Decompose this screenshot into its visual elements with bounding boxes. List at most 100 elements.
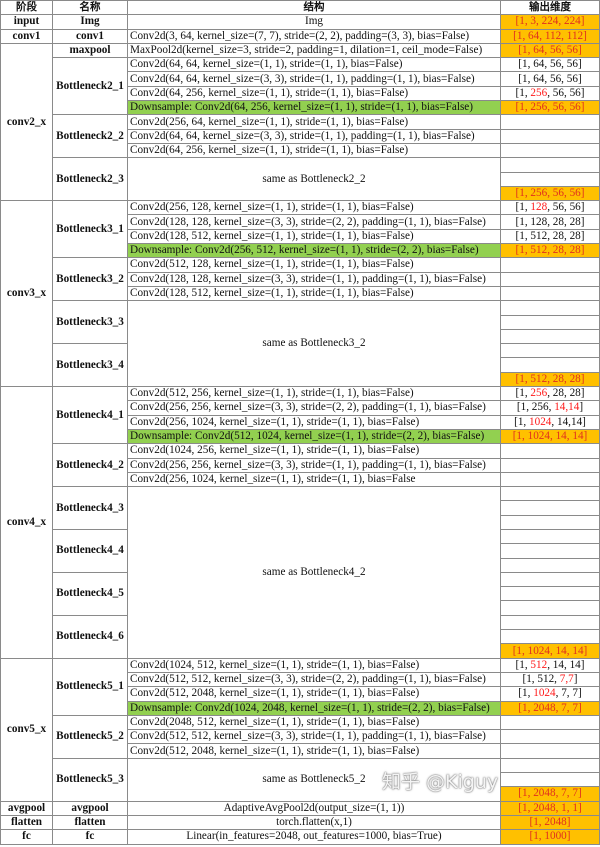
dimension-text: [1, 2048, 7, 7] [518, 701, 582, 714]
highlighted-dimension: 256 [530, 387, 548, 400]
stage-cell: flatten [0, 814, 53, 831]
output-shape-cell [500, 629, 600, 645]
dimension-text: [1, 256, [516, 401, 555, 414]
output-shape-cell [500, 128, 600, 144]
table-row: Bottleneck2_1 Conv2d(64, 64, kernel_size=… [1, 57, 600, 116]
output-shape-cell: [1, 64, 56, 56] [500, 42, 600, 59]
structure-cell: Conv2d(256, 256, kernel_size=(3, 3), str… [127, 457, 501, 473]
structure-cell: Conv2d(512, 256, kernel_size=(1, 1), str… [127, 386, 501, 402]
dimension-text: [1, 512, 28, 28] [515, 244, 585, 257]
dimension-text: , 56, 56] [547, 86, 585, 99]
structure-cell: Conv2d(128, 128, kernel_size=(3, 3), str… [127, 271, 501, 287]
dimension-text: , 14,14] [551, 415, 586, 428]
structure-cell: Conv2d(512, 128, kernel_size=(1, 1), str… [127, 257, 501, 273]
block-name-cell: Bottleneck4_1 [52, 386, 128, 445]
output-shape-cell [500, 343, 600, 359]
output-shape-cell [500, 300, 600, 316]
output-shape-cell: [1, 512, 28, 28] [500, 243, 600, 259]
table-row: Conv2d(128, 512, kernel_size=(1, 1), str… [1, 285, 600, 302]
stage-cell: conv5_x [0, 657, 53, 802]
highlighted-dimension: 128 [530, 201, 548, 214]
output-shape-cell [500, 357, 600, 373]
table-row: Conv2d(128, 512, kernel_size=(1, 1), str… [1, 228, 600, 245]
table-row: [1, 256, 56, 56] [1, 185, 600, 202]
output-shape-cell [500, 557, 600, 573]
output-shape-cell [500, 586, 600, 602]
dimension-text: [1, 64, 56, 56] [518, 72, 582, 85]
output-shape-cell: [1, 3, 224, 224] [500, 14, 600, 30]
table-row: conv5_x Bottleneck5_1 Conv2d(1024, 512, ke… [0, 657, 600, 802]
header-name: 名称 [52, 0, 128, 16]
output-shape-cell [500, 114, 600, 130]
header-output-shape: 输出维度 [500, 0, 600, 16]
output-shape-cell: [1, 2048, 1, 1] [500, 800, 600, 816]
output-shape-cell: [1, 1024, 14, 14] [500, 428, 600, 445]
block-name-cell: Bottleneck4_3 [52, 486, 128, 530]
table-row: Bottleneck2_2 Conv2d(256, 64, kernel_size… [1, 114, 600, 159]
stage-cell: conv2_x [0, 42, 53, 202]
downsample-structure-cell: Downsample: Conv2d(64, 256, kernel_size=… [127, 100, 501, 116]
downsample-structure-cell: Downsample: Conv2d(1024, 2048, kernel_si… [127, 700, 501, 716]
block-name-cell: conv1 [52, 28, 128, 44]
output-shape-cell [500, 543, 600, 559]
dimension-text: [1, 256, 56, 56] [515, 101, 585, 114]
structure-cell: Conv2d(256, 256, kernel_size=(3, 3), str… [127, 400, 501, 416]
table-row: Conv2d(512, 2048, kernel_size=(1, 1), st… [1, 743, 600, 759]
dimension-text: [1, 512, 28, 28] [515, 229, 585, 242]
output-shape-cell: [1, 2048] [500, 814, 600, 831]
output-shape-cell: [1, 256, 56, 56] [500, 85, 600, 102]
structure-cell: Conv2d(2048, 512, kernel_size=(1, 1), st… [127, 714, 501, 731]
output-shape-cell [500, 514, 600, 530]
structure-cell: Conv2d(64, 64, kernel_size=(1, 1), strid… [127, 57, 501, 73]
table-body: input Img Img [1, 3, 224, 224] conv1 conv1 Con… [0, 14, 600, 845]
structure-cell: Conv2d(256, 1024, kernel_size=(1, 1), st… [127, 414, 501, 430]
output-shape-cell: [1, 256, 28, 28] [500, 386, 600, 402]
output-shape-cell [500, 571, 600, 588]
table-row: Bottleneck4_3 same as Bottleneck4_2 [1, 486, 600, 659]
structure-cell: Conv2d(128, 128, kernel_size=(3, 3), str… [127, 214, 501, 230]
table-row: conv4_x Bottleneck4_1 Conv2d(512, 256, ker… [0, 386, 600, 659]
structure-cell: Conv2d(512, 2048, kernel_size=(1, 1), st… [127, 743, 501, 759]
table-row: conv1 conv1 Conv2d(3, 64, kernel_size=(7, … [0, 28, 600, 44]
block-name-cell: Bottleneck5_1 [52, 657, 128, 716]
dimension-text: [1, 64, 56, 56] [518, 44, 582, 57]
output-shape-cell: [1, 256, 56, 56] [500, 185, 600, 202]
table-row: Conv2d(256, 1024, kernel_size=(1, 1), st… [1, 471, 600, 488]
structure-cell: Conv2d(512, 512, kernel_size=(3, 3), str… [127, 671, 501, 688]
structure-cell: Conv2d(128, 512, kernel_size=(1, 1), str… [127, 285, 501, 302]
output-shape-cell: [1, 128, 28, 28] [500, 214, 600, 230]
output-shape-cell: [1, 512, 28, 28] [500, 371, 600, 388]
table-row: Conv2d(64, 64, kernel_size=(3, 3), strid… [1, 128, 600, 144]
block-name-cell: Bottleneck5_3 [52, 757, 128, 802]
block-name-cell: maxpool [52, 42, 128, 59]
highlighted-dimension: 256 [530, 86, 548, 99]
highlighted-dimension: 512 [530, 658, 548, 671]
same-as-cell: same as Bottleneck5_2 [127, 757, 501, 802]
block-name-cell: avgpool [52, 800, 128, 816]
output-shape-cell [500, 600, 600, 616]
table-row: Conv2d(64, 256, kernel_size=(1, 1), stri… [1, 85, 600, 102]
dimension-text: [1, 1024, 14, 14] [512, 430, 588, 443]
dimension-text: ] [579, 401, 584, 414]
dimension-text: [1, 128, 28, 28] [515, 215, 585, 228]
output-shape-cell [500, 142, 600, 159]
table-row: flatten flatten torch.flatten(x,1) [1, 2048… [0, 814, 600, 831]
dimension-text: [1, 1000] [529, 830, 571, 843]
structure-cell: Conv2d(1024, 256, kernel_size=(1, 1), st… [127, 443, 501, 459]
downsample-structure-cell: Downsample: Conv2d(512, 1024, kernel_siz… [127, 428, 501, 445]
structure-cell: MaxPool2d(kernel_size=3, stride=2, paddi… [127, 42, 501, 59]
block-name-cell: Bottleneck4_4 [52, 528, 128, 573]
dimension-text: [1, 512, [522, 673, 560, 686]
output-shape-cell [500, 743, 600, 759]
output-shape-cell [500, 285, 600, 302]
table-row: conv2_x maxpool MaxPool2d(kernel_size=3, s… [0, 42, 600, 202]
output-shape-cell [500, 486, 600, 502]
output-shape-cell: [1, 64, 56, 56] [500, 71, 600, 87]
table-row: Conv2d(64, 256, kernel_size=(1, 1), stri… [1, 142, 600, 159]
output-shape-cell: [1, 512, 28, 28] [500, 228, 600, 245]
structure-cell: Conv2d(512, 512, kernel_size=(3, 3), str… [127, 729, 501, 745]
structure-cell: Conv2d(1024, 512, kernel_size=(1, 1), st… [127, 657, 501, 673]
output-shape-cell: [1, 256, 14,14] [500, 400, 600, 416]
table-row: Bottleneck4_2 Conv2d(1024, 256, kernel_si… [1, 443, 600, 488]
block-name-cell: Bottleneck4_5 [52, 571, 128, 616]
